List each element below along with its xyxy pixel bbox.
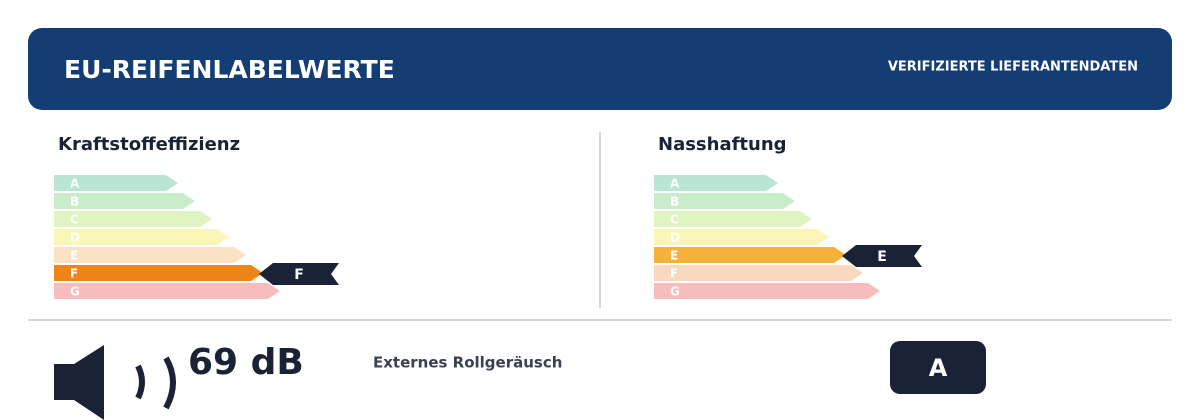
section-title: Kraftstoffeffizienz bbox=[58, 134, 240, 155]
class-letter: E bbox=[70, 249, 78, 263]
noise-label: Externes Rollgeräusch bbox=[373, 354, 562, 372]
class-letter: E bbox=[670, 249, 678, 263]
class-bar bbox=[54, 175, 178, 191]
header-title: EU-REIFENLABELWERTE bbox=[64, 55, 395, 84]
noise-class: A bbox=[929, 354, 948, 382]
class-letter: D bbox=[70, 231, 80, 245]
noise-class-badge bbox=[890, 341, 986, 394]
class-bar bbox=[54, 229, 229, 245]
class-bar bbox=[654, 229, 829, 245]
class-bar bbox=[654, 193, 795, 209]
header-badge: VERIFIZIERTE LIEFERANTENDATEN bbox=[888, 60, 1138, 75]
class-letter: A bbox=[70, 177, 80, 191]
class-bar bbox=[654, 175, 778, 191]
rating-letter: E bbox=[877, 249, 887, 265]
class-letter: C bbox=[70, 213, 79, 227]
class-letter: C bbox=[670, 213, 679, 227]
header-bar bbox=[28, 28, 1172, 110]
class-letter: B bbox=[70, 195, 79, 209]
rating-letter: F bbox=[294, 267, 304, 283]
class-bar bbox=[654, 283, 880, 299]
section-title: Nasshaftung bbox=[658, 134, 787, 155]
class-bar bbox=[654, 247, 846, 263]
noise-value: 69 dB bbox=[188, 342, 304, 383]
speaker-icon bbox=[54, 345, 176, 420]
class-bar bbox=[654, 211, 812, 227]
class-bar bbox=[54, 265, 263, 281]
class-bar bbox=[54, 247, 246, 263]
rating-marker bbox=[842, 245, 922, 267]
class-letter: A bbox=[670, 177, 680, 191]
class-bar bbox=[54, 283, 280, 299]
class-letter: D bbox=[670, 231, 680, 245]
class-bar bbox=[54, 193, 195, 209]
class-bar bbox=[54, 211, 212, 227]
class-letter: F bbox=[70, 267, 78, 281]
class-letter: G bbox=[670, 285, 680, 299]
rating-marker bbox=[259, 263, 339, 285]
class-bar bbox=[654, 265, 863, 281]
class-letter: B bbox=[670, 195, 679, 209]
class-letter: F bbox=[670, 267, 678, 281]
class-letter: G bbox=[70, 285, 80, 299]
